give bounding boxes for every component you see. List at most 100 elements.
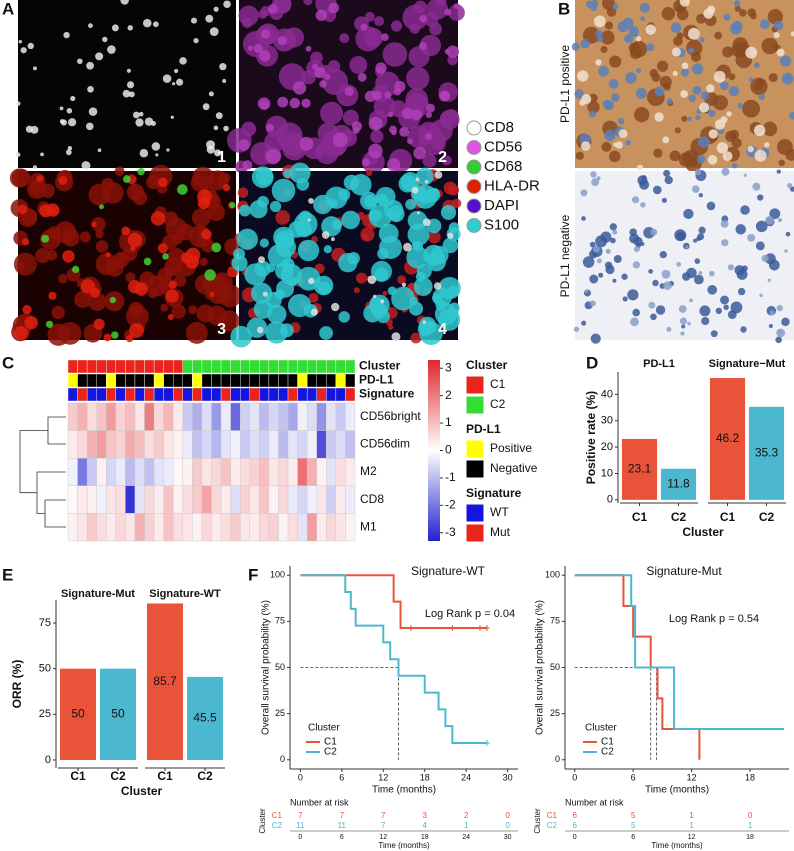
risk-xlabel: Time (months)	[378, 841, 430, 850]
risk-time: 12	[688, 834, 696, 841]
image-texture	[328, 2, 340, 14]
annotation-cell	[249, 359, 260, 374]
image-texture	[649, 68, 658, 78]
heatmap-cell	[144, 458, 155, 487]
image-texture	[166, 148, 170, 152]
image-texture	[407, 223, 430, 246]
image-texture	[639, 2, 650, 13]
legend-swatch	[465, 439, 485, 459]
image-texture	[165, 217, 188, 240]
image-texture	[688, 94, 696, 103]
heatmap-cell	[345, 485, 356, 514]
annotation-cell	[316, 359, 327, 374]
heatmap-cell	[278, 402, 289, 431]
image-texture	[281, 257, 295, 271]
image-texture	[320, 101, 344, 125]
image-texture	[757, 194, 764, 201]
image-texture	[188, 305, 198, 315]
image-texture	[77, 58, 83, 65]
image-texture	[113, 251, 130, 268]
image-texture	[32, 165, 38, 170]
image-texture	[609, 55, 622, 68]
image-texture	[323, 245, 332, 254]
image-texture	[357, 72, 367, 82]
heatmap-cell	[239, 430, 250, 459]
image-texture	[54, 221, 77, 244]
legend-label: C1	[324, 737, 337, 748]
bar	[187, 676, 223, 760]
annotation-cell	[125, 373, 136, 388]
image-texture	[628, 25, 639, 37]
image-texture	[740, 205, 750, 215]
annotation-cell	[278, 387, 289, 402]
image-texture	[438, 308, 461, 331]
image-texture	[155, 153, 159, 157]
image-texture	[283, 27, 305, 48]
image-texture	[135, 118, 144, 127]
x-tick-label: C2	[197, 769, 213, 783]
heatmap-cell	[306, 430, 317, 459]
value-label: 50	[71, 706, 85, 720]
image-texture	[664, 175, 673, 185]
image-texture	[627, 289, 639, 301]
risk-count: 11	[296, 821, 305, 830]
heatmap-cell	[287, 513, 298, 542]
annotation-cell	[316, 373, 327, 388]
heatmap-cell	[211, 430, 222, 459]
y-tick-label: 30	[601, 415, 613, 427]
image-texture	[146, 175, 160, 190]
row-label: CD8	[360, 492, 384, 506]
image-texture	[723, 13, 731, 21]
image-texture	[633, 236, 643, 246]
heatmap-cell	[115, 402, 126, 431]
image-texture	[670, 22, 682, 33]
image-texture	[247, 45, 254, 51]
image-texture	[680, 90, 689, 98]
x-tick-label: 12	[687, 772, 697, 782]
image-texture	[308, 198, 314, 204]
heatmap-cell	[287, 402, 298, 431]
image-texture	[95, 52, 104, 61]
image-texture	[734, 5, 741, 12]
image-texture	[600, 30, 615, 45]
image-texture	[590, 171, 597, 178]
image-texture	[595, 29, 603, 38]
annotation-cell	[268, 387, 279, 402]
image-texture	[310, 308, 318, 316]
image-texture	[297, 239, 320, 262]
heatmap-cell	[115, 458, 126, 487]
image-texture	[604, 129, 616, 142]
image-texture	[88, 107, 98, 116]
heatmap-cell	[96, 513, 107, 542]
legend-swatch	[466, 179, 482, 194]
heatmap-cell	[125, 458, 136, 487]
image-texture	[162, 253, 169, 260]
annotation-cell	[86, 387, 97, 402]
annotation-cell	[249, 373, 260, 388]
image-texture	[637, 164, 643, 171]
legend-label: CD68	[484, 158, 522, 175]
image-texture	[171, 304, 186, 319]
heatmap-cell	[201, 458, 212, 487]
heatmap-cell	[326, 402, 337, 431]
image-texture	[754, 62, 760, 68]
censor-mark	[483, 625, 490, 632]
image-texture	[87, 292, 107, 312]
heatmap-cell	[153, 402, 164, 431]
heatmap-cell	[249, 513, 260, 542]
image-texture	[176, 78, 184, 86]
image-texture	[13, 252, 37, 276]
image-texture	[126, 81, 135, 89]
colorbar-label: 3	[445, 360, 452, 374]
image-texture	[265, 148, 281, 164]
annotation-cell	[220, 387, 231, 402]
heatmap-cell	[268, 458, 279, 487]
image-texture	[729, 22, 742, 35]
risk-count: 7	[381, 821, 386, 830]
image-texture	[581, 216, 586, 221]
image-texture	[259, 238, 269, 248]
image-texture	[719, 81, 729, 91]
image-texture	[13, 326, 29, 341]
image-texture	[713, 70, 726, 83]
annotation-cell	[259, 359, 270, 374]
